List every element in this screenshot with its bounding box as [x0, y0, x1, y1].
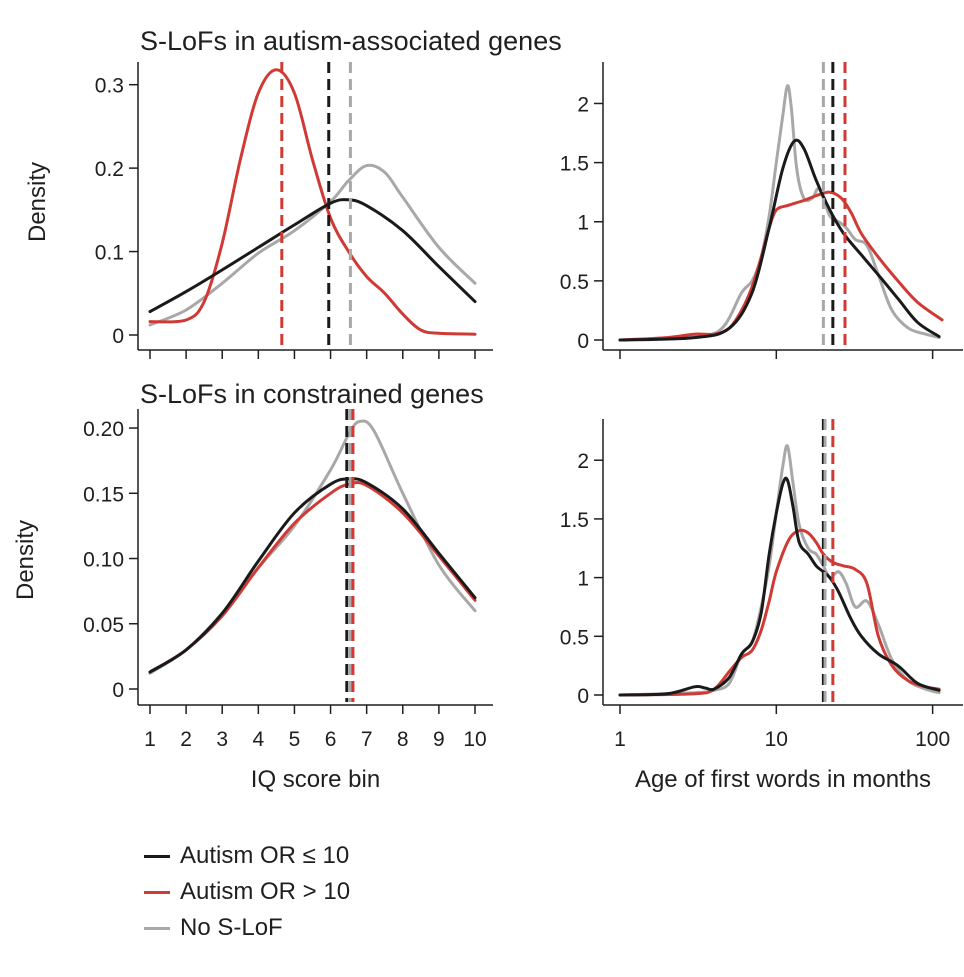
y-tick-label: 0: [577, 685, 589, 708]
density-line-low-or: [148, 198, 477, 314]
y-tick-label: 0.3: [95, 75, 124, 98]
density-line-high-or: [618, 190, 944, 342]
legend: Autism OR ≤ 10 Autism OR > 10 No S-LoF: [144, 838, 350, 946]
y-tick-label: 0.10: [83, 549, 124, 572]
y-tick-label: 0.05: [83, 614, 124, 637]
x-tick-label: 7: [361, 728, 373, 751]
y-tick-label: 0.1: [95, 242, 124, 265]
panel-iq-constrained: 0 0.05 0.10 0.15 0.20 1 2 3 4 5 6 7 8 9 10 Density IQ sc…: [12, 409, 493, 793]
legend-label: Autism OR > 10: [180, 878, 351, 905]
legend-item-low-or: Autism OR ≤ 10: [144, 838, 350, 874]
x-tick-label: 10: [463, 728, 486, 751]
density-line-low-or: [618, 138, 941, 342]
y-tick-label: 2: [577, 93, 589, 116]
y-tick-label: 0.20: [83, 418, 124, 441]
y-axis-label: Density: [12, 520, 39, 600]
y-tick-label: 1: [577, 212, 589, 235]
y-axis-label: Density: [24, 162, 51, 242]
y-tick-label: 1.5: [560, 153, 589, 176]
y-tick-label: 0: [112, 325, 124, 348]
y-tick-label: 0.2: [95, 158, 124, 181]
x-tick-label: 3: [216, 728, 228, 751]
legend-swatch: [144, 890, 170, 894]
density-line-no-slof: [618, 444, 941, 697]
y-tick-label: 1: [577, 568, 589, 591]
y-tick-label: 0.5: [560, 271, 589, 294]
y-tick-label: 2: [577, 450, 589, 473]
y-tick-label: 1.5: [560, 509, 589, 532]
legend-label: No S-LoF: [180, 914, 283, 941]
density-line-high-or: [148, 481, 477, 674]
x-tick-label: 100: [915, 728, 950, 751]
row-title-bottom: S-LoFs in constrained genes: [140, 379, 484, 409]
y-tick-label: 0: [577, 330, 589, 353]
density-line-high-or: [148, 68, 477, 336]
x-tick-label: 5: [289, 728, 301, 751]
x-tick-label: 1: [144, 728, 156, 751]
x-axis-label: Age of first words in months: [635, 766, 931, 793]
legend-swatch: [144, 854, 170, 858]
y-tick-label: 0.5: [560, 626, 589, 649]
legend-swatch: [144, 926, 170, 930]
density-line-no-slof: [148, 163, 477, 327]
row-title-top: S-LoFs in autism-associated genes: [140, 26, 562, 56]
x-tick-label: 2: [180, 728, 192, 751]
x-tick-label: 9: [433, 728, 445, 751]
x-tick-label: 1: [614, 728, 626, 751]
y-tick-label: 0: [112, 679, 124, 702]
x-tick-label: 10: [765, 728, 788, 751]
density-line-no-slof: [618, 84, 941, 342]
panel-words-constrained: 0 0.5 1 1.5 2 1 10 100 Age of first words in mon…: [560, 419, 963, 793]
density-line-no-slof: [148, 419, 477, 675]
x-axis-label: IQ score bin: [251, 766, 380, 793]
density-line-low-or: [618, 476, 941, 697]
panel-words-autism: 0 0.5 1 1.5 2: [560, 62, 963, 359]
legend-item-high-or: Autism OR > 10: [144, 874, 350, 910]
legend-item-no-slof: No S-LoF: [144, 910, 350, 946]
x-tick-label: 6: [325, 728, 337, 751]
panel-iq-autism: 0 0.1 0.2 0.3 Density: [24, 62, 493, 359]
density-line-low-or: [148, 477, 477, 674]
y-tick-label: 0.15: [83, 483, 124, 506]
legend-label: Autism OR ≤ 10: [180, 842, 350, 869]
density-line-high-or: [618, 528, 941, 697]
x-tick-label: 4: [252, 728, 264, 751]
x-tick-label: 8: [397, 728, 409, 751]
